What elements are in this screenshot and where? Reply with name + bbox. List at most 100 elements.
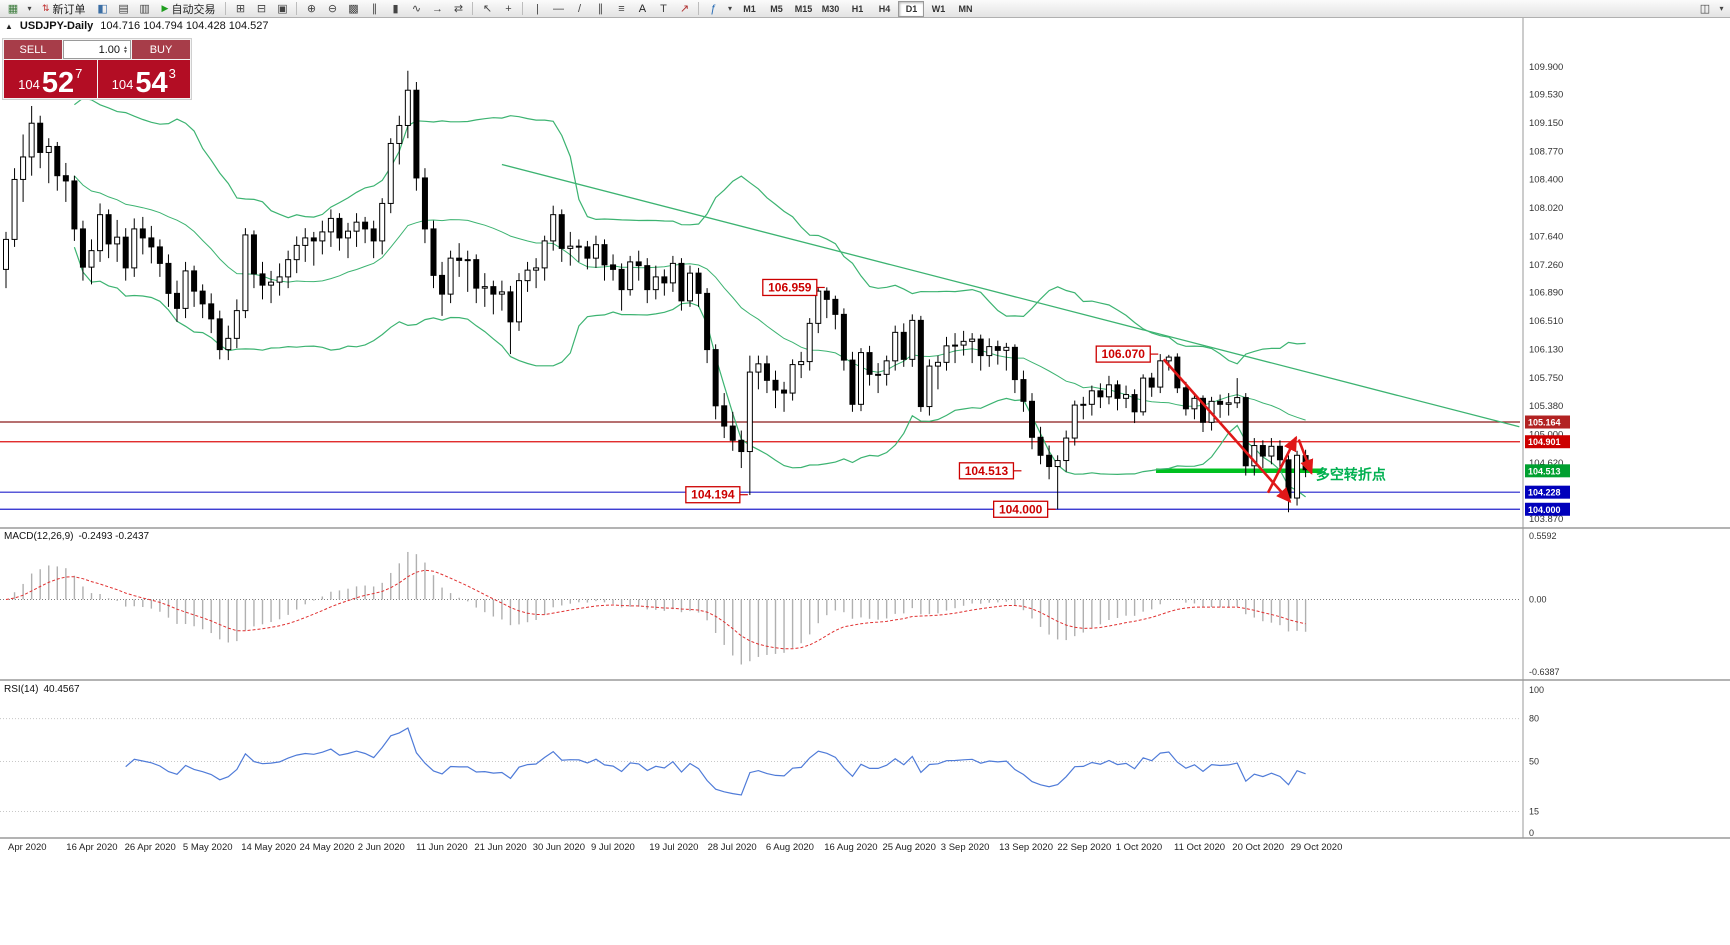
- toolbar-more-dropdown-icon[interactable]: ▾: [1719, 4, 1724, 13]
- chart-list-dropdown-icon[interactable]: ▾: [27, 4, 32, 13]
- svg-text:104.194: 104.194: [691, 488, 735, 502]
- volume-up-icon[interactable]: ▲: [123, 44, 128, 51]
- price-label-104.194[interactable]: 104.194: [685, 486, 748, 504]
- text-icon[interactable]: A: [638, 2, 647, 15]
- indicators-dropdown-icon[interactable]: ▾: [727, 4, 732, 13]
- price-label-106.070[interactable]: 106.070: [1095, 345, 1159, 363]
- date-label: 5 May 2020: [183, 842, 233, 853]
- date-label: 6 Aug 2020: [766, 842, 814, 853]
- price-label-106.959[interactable]: 106.959: [762, 278, 825, 297]
- red-arrow-3[interactable]: [1297, 439, 1314, 475]
- timeframe-m30[interactable]: M30: [821, 3, 840, 14]
- price-label-104.000[interactable]: 104.000: [993, 500, 1056, 518]
- timeframe-h4[interactable]: H4: [878, 3, 891, 14]
- new-order-button[interactable]: ⇅ 新订单: [36, 0, 92, 17]
- svg-text:104.901: 104.901: [1528, 437, 1561, 447]
- timeframe-w1[interactable]: W1: [931, 3, 946, 14]
- bar-chart-icon[interactable]: ∥: [371, 3, 378, 15]
- candle: [97, 214, 104, 252]
- volume-input[interactable]: [70, 42, 123, 57]
- candle: [105, 214, 112, 245]
- candle: [627, 261, 634, 291]
- candle: [79, 228, 86, 268]
- timeframe-m15[interactable]: M15: [794, 3, 813, 14]
- ask-price-display[interactable]: 104 54 3: [97, 60, 190, 100]
- one-click-toggle-icon[interactable]: ▲: [5, 21, 13, 31]
- candle: [1131, 394, 1138, 413]
- volume-down-icon[interactable]: ▼: [123, 48, 128, 55]
- volume-stepper[interactable]: ▲ ▼: [122, 44, 129, 55]
- price-tick: 104.620: [1529, 458, 1563, 469]
- data-window-icon[interactable]: ▤: [118, 3, 129, 15]
- candle: [1088, 390, 1095, 405]
- candle: [952, 344, 959, 347]
- horizontal-line-icon[interactable]: —: [552, 2, 564, 15]
- candle: [1029, 400, 1035, 438]
- navigator-icon[interactable]: ▥: [139, 3, 150, 15]
- volume-box: ▲ ▼: [63, 40, 131, 59]
- tile-windows-icon[interactable]: ⊟: [256, 3, 267, 15]
- candle: [943, 345, 950, 363]
- red-arrow-1[interactable]: [1162, 358, 1292, 504]
- timeframe-h1[interactable]: H1: [851, 3, 864, 14]
- timeframe-mn[interactable]: MN: [958, 3, 973, 14]
- candlestick-chart-icon[interactable]: ▮: [392, 3, 399, 15]
- price-tag-104.228: 104.228: [1525, 485, 1570, 499]
- market-watch-icon[interactable]: ◧: [97, 3, 108, 15]
- new-chart-icon[interactable]: ▦: [7, 3, 19, 15]
- ask-big-digits: 54: [135, 67, 168, 100]
- candle: [669, 262, 676, 284]
- sell-button[interactable]: SELL: [4, 40, 62, 59]
- timeframe-m5[interactable]: M5: [770, 3, 783, 14]
- candle: [969, 338, 976, 342]
- chart-area[interactable]: [0, 18, 1520, 838]
- toolbars-options-icon[interactable]: ◫: [1699, 3, 1711, 15]
- descending-trendline[interactable]: [501, 163, 1520, 428]
- date-label: Apr 2020: [8, 842, 47, 853]
- cascade-windows-icon[interactable]: ▣: [277, 3, 288, 15]
- arrows-tool-icon[interactable]: ↗: [679, 3, 690, 15]
- macd-histogram: [13, 551, 1307, 665]
- grid-icon[interactable]: ▩: [348, 3, 359, 15]
- candle: [353, 221, 360, 232]
- timeframe-d1[interactable]: D1: [898, 0, 925, 17]
- chart-shift-icon[interactable]: ⇄: [453, 3, 464, 15]
- candle: [592, 244, 599, 259]
- candle: [413, 89, 420, 179]
- candle: [541, 240, 548, 269]
- candle: [1242, 397, 1249, 467]
- candle: [875, 373, 882, 376]
- candle: [738, 439, 745, 453]
- timeframe-m1[interactable]: M1: [743, 3, 756, 14]
- price-label-104.513[interactable]: 104.513: [958, 462, 1022, 480]
- candle: [1140, 377, 1147, 413]
- autotrading-button[interactable]: ▶ 自动交易: [156, 0, 222, 17]
- auto-scroll-icon[interactable]: →: [431, 2, 443, 15]
- candle: [191, 270, 198, 292]
- trendline-icon[interactable]: /: [577, 2, 581, 15]
- price-tick: 108.770: [1529, 147, 1563, 158]
- candle: [1217, 400, 1224, 405]
- text-label-icon[interactable]: T: [660, 2, 667, 15]
- turning-point-annotation[interactable]: 多空转折点: [1316, 466, 1386, 482]
- crosshair-icon[interactable]: +: [505, 2, 512, 15]
- vertical-line-icon[interactable]: |: [536, 2, 539, 15]
- bid-prefix: 104: [18, 77, 40, 92]
- buy-button[interactable]: BUY: [132, 40, 190, 59]
- zoom-out-icon[interactable]: ⊖: [327, 3, 338, 15]
- indicators-icon[interactable]: ƒ: [710, 2, 717, 15]
- red-arrow-2[interactable]: [1266, 435, 1298, 494]
- bid-price-display[interactable]: 104 52 7: [4, 60, 97, 98]
- candle: [362, 221, 369, 230]
- candle: [28, 122, 35, 158]
- candle: [345, 230, 351, 239]
- line-chart-icon[interactable]: ∿: [411, 3, 422, 15]
- new-window-icon[interactable]: ⊞: [235, 3, 246, 15]
- price-tick: 107.640: [1529, 231, 1563, 242]
- candle: [430, 228, 437, 276]
- cursor-icon[interactable]: ↖: [482, 3, 493, 15]
- fibonacci-icon[interactable]: ≡: [618, 2, 625, 15]
- channel-icon[interactable]: ∥: [597, 3, 604, 15]
- zoom-in-icon[interactable]: ⊕: [306, 3, 317, 15]
